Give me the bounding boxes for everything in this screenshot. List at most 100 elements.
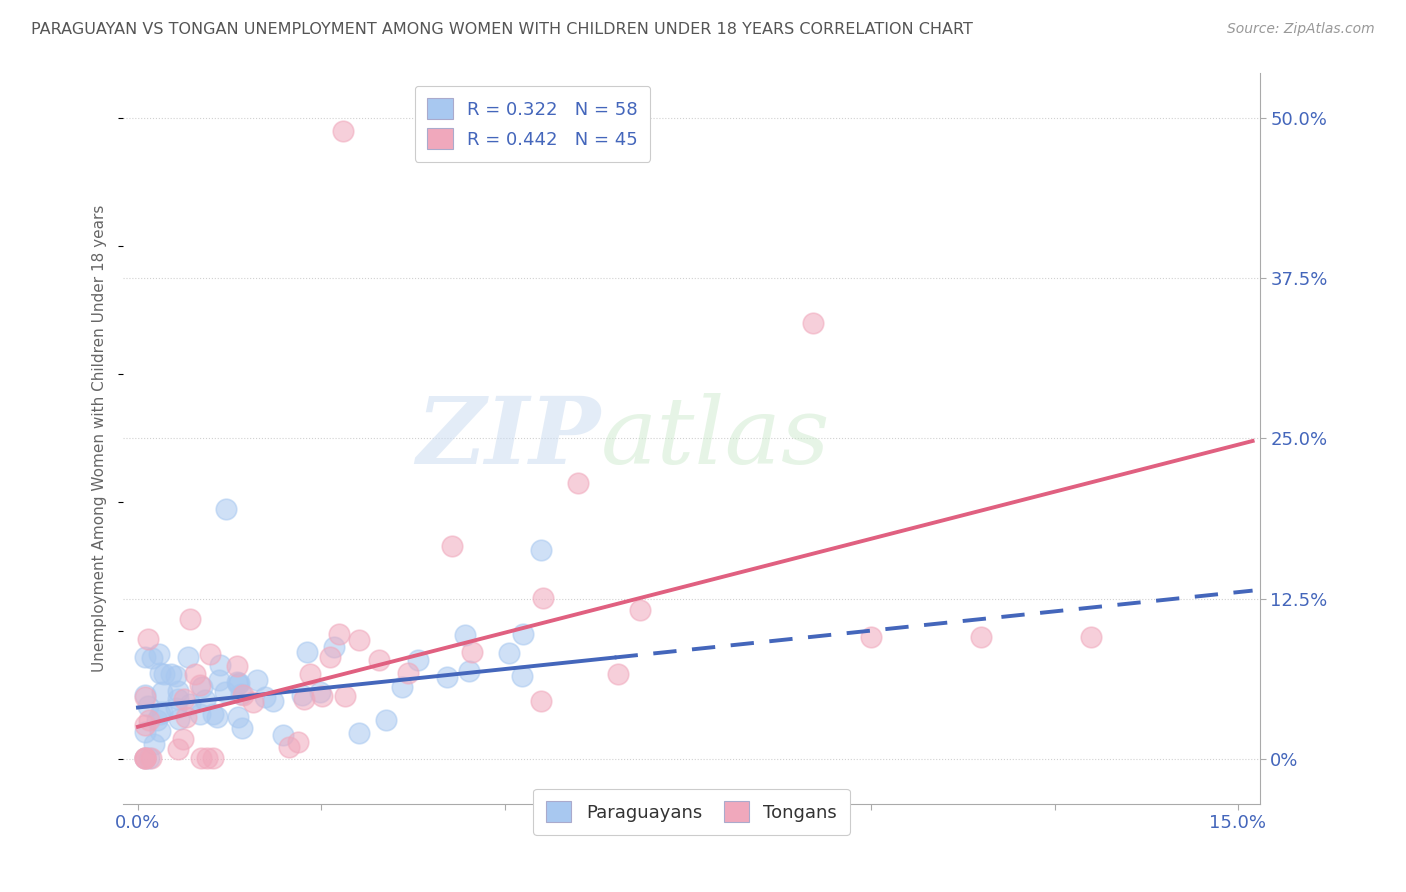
Point: [172, 731, 194, 746]
Point: [134, 690, 156, 704]
Point: [225, 658, 247, 673]
Point: [860, 630, 883, 644]
Point: [225, 675, 247, 690]
Point: [228, 709, 250, 723]
Point: [138, 713, 160, 727]
Point: [152, 685, 174, 699]
Point: [396, 666, 419, 681]
Text: ZIP: ZIP: [416, 393, 600, 483]
Point: [253, 690, 276, 704]
Point: [139, 750, 162, 764]
Legend: Paraguayans, Tongans: Paraguayans, Tongans: [533, 789, 849, 835]
Point: [311, 690, 333, 704]
Point: [208, 673, 231, 687]
Point: [141, 651, 163, 665]
Point: [191, 680, 214, 694]
Point: [308, 684, 330, 698]
Point: [530, 542, 553, 557]
Point: [349, 632, 371, 647]
Point: [440, 539, 463, 553]
Point: [228, 676, 250, 690]
Point: [195, 750, 218, 764]
Point: [458, 664, 481, 678]
Point: [292, 691, 315, 706]
Point: [231, 722, 253, 736]
Point: [246, 673, 269, 688]
Point: [166, 742, 188, 756]
Text: Source: ZipAtlas.com: Source: ZipAtlas.com: [1227, 22, 1375, 37]
Point: [970, 630, 993, 644]
Point: [179, 612, 201, 626]
Point: [194, 693, 217, 707]
Point: [174, 710, 197, 724]
Point: [530, 694, 553, 708]
Point: [149, 707, 172, 722]
Y-axis label: Unemployment Among Women with Children Under 18 years: Unemployment Among Women with Children U…: [93, 204, 107, 672]
Point: [291, 688, 314, 702]
Point: [165, 701, 187, 715]
Point: [134, 650, 156, 665]
Point: [173, 692, 195, 706]
Point: [207, 710, 229, 724]
Point: [148, 648, 170, 662]
Point: [149, 666, 172, 681]
Point: [134, 750, 156, 764]
Point: [271, 728, 294, 742]
Point: [332, 123, 354, 137]
Text: atlas: atlas: [600, 393, 830, 483]
Point: [391, 680, 413, 694]
Point: [149, 724, 172, 739]
Point: [145, 713, 167, 727]
Point: [134, 750, 156, 764]
Point: [167, 684, 190, 698]
Point: [531, 591, 554, 605]
Point: [136, 698, 159, 713]
Point: [188, 707, 211, 722]
Point: [368, 653, 391, 667]
Point: [512, 627, 534, 641]
Point: [299, 666, 322, 681]
Point: [150, 705, 173, 719]
Point: [242, 695, 264, 709]
Point: [229, 687, 252, 701]
Point: [801, 316, 824, 330]
Point: [167, 692, 190, 706]
Point: [1080, 630, 1102, 644]
Point: [498, 646, 520, 660]
Point: [436, 670, 458, 684]
Point: [179, 697, 201, 711]
Point: [374, 713, 396, 727]
Point: [278, 739, 301, 754]
Point: [188, 678, 211, 692]
Point: [287, 735, 309, 749]
Point: [319, 650, 342, 665]
Point: [232, 688, 254, 702]
Point: [408, 653, 430, 667]
Point: [628, 603, 651, 617]
Point: [454, 628, 477, 642]
Point: [202, 750, 225, 764]
Point: [134, 750, 156, 764]
Text: PARAGUAYAN VS TONGAN UNEMPLOYMENT AMONG WOMEN WITH CHILDREN UNDER 18 YEARS CORRE: PARAGUAYAN VS TONGAN UNEMPLOYMENT AMONG …: [31, 22, 973, 37]
Point: [262, 694, 284, 708]
Point: [214, 685, 236, 699]
Point: [208, 657, 231, 672]
Point: [226, 677, 249, 691]
Point: [333, 689, 356, 703]
Point: [153, 667, 176, 681]
Point: [295, 645, 318, 659]
Point: [328, 627, 350, 641]
Point: [165, 669, 187, 683]
Point: [177, 650, 200, 665]
Point: [461, 645, 484, 659]
Point: [198, 647, 221, 661]
Point: [134, 689, 156, 703]
Point: [134, 725, 156, 739]
Point: [215, 501, 238, 516]
Point: [190, 750, 212, 764]
Point: [136, 632, 159, 646]
Point: [202, 706, 225, 721]
Point: [134, 718, 156, 732]
Point: [184, 666, 207, 681]
Point: [607, 666, 630, 681]
